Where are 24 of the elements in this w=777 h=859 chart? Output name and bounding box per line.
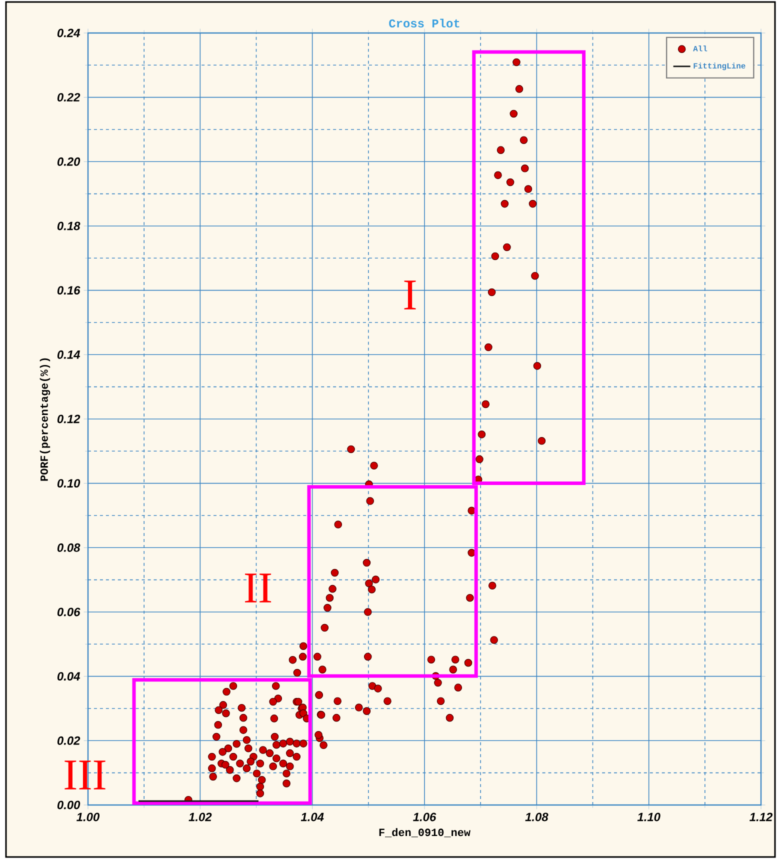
y-tick-label: 0.14	[57, 350, 80, 359]
y-axis-title: PORF(percentage(%))	[40, 358, 50, 481]
x-tick-label: 1.02	[188, 812, 212, 822]
x-tick-label: 1.10	[637, 812, 660, 822]
x-axis-title: F_den_0910_new	[379, 828, 470, 838]
x-tick-label: 1.00	[76, 812, 100, 822]
y-tick-label: 0.02	[57, 736, 80, 745]
y-tick-label: 0.16	[57, 286, 80, 295]
x-tick-label: 1.08	[525, 812, 548, 822]
chart-title: Cross Plot	[389, 18, 460, 28]
y-tick-label: 0.22	[57, 93, 80, 102]
y-tick-label: 0.24	[57, 28, 80, 38]
y-tick-label: 0.06	[57, 608, 80, 616]
annotation: II	[244, 574, 272, 602]
y-tick-label: 0.08	[57, 543, 80, 552]
y-tick-label: 0.00	[57, 800, 80, 810]
y-tick-label: 0.04	[57, 672, 80, 681]
y-tick-label: 0.10	[57, 479, 80, 488]
x-tick-label: 1.06	[413, 812, 436, 822]
y-tick-label: 0.12	[57, 414, 80, 424]
x-tick-label: 1.04	[300, 812, 324, 822]
y-tick-label: 0.18	[57, 222, 80, 230]
x-tick-label: 1.12	[750, 812, 773, 822]
y-tick-label: 0.20	[57, 157, 80, 166]
